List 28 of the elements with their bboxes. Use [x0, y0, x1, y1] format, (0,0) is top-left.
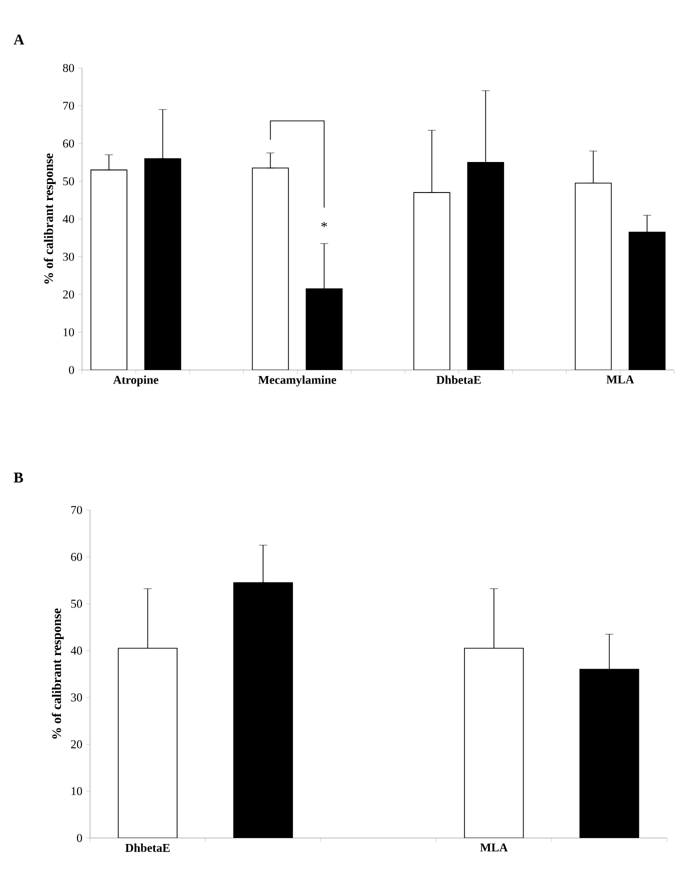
y-tick-label: 20: [63, 290, 74, 299]
y-tick-label: 70: [63, 102, 74, 110]
x-tick-label: DhbetaE: [436, 376, 481, 384]
y-tick-label: 40: [70, 646, 82, 655]
x-tick-label: MLA: [480, 844, 508, 852]
y-tick-label: 0: [76, 834, 82, 842]
y-tick-label: 50: [71, 600, 82, 608]
x-tick-label: Mecamylamine: [258, 376, 336, 386]
chart-title: A: [14, 34, 24, 44]
y-tick-label: 60: [71, 552, 82, 561]
x-tick-label: MLA: [606, 376, 634, 384]
y-axis-title: % of calibrant response: [44, 153, 56, 284]
y-tick-label: 20: [71, 740, 82, 748]
y-tick-label: 10: [64, 328, 74, 336]
y-tick-label: 70: [71, 506, 82, 514]
y-tick-label: 80: [62, 64, 74, 72]
y-tick-label: 0: [68, 366, 74, 374]
annotation: *: [321, 222, 328, 228]
y-tick-label: 30: [71, 693, 82, 702]
y-tick-label: 10: [72, 787, 82, 796]
y-tick-label: 60: [63, 139, 74, 148]
chart-title: B: [14, 472, 24, 483]
y-tick-label: 40: [62, 214, 74, 224]
y-tick-label: 30: [63, 252, 74, 261]
y-axis-title: % of calibrant response: [52, 608, 64, 739]
x-tick-label: DhbetaE: [125, 844, 170, 852]
y-tick-label: 50: [63, 177, 74, 186]
x-tick-label: Atropine: [113, 376, 158, 386]
